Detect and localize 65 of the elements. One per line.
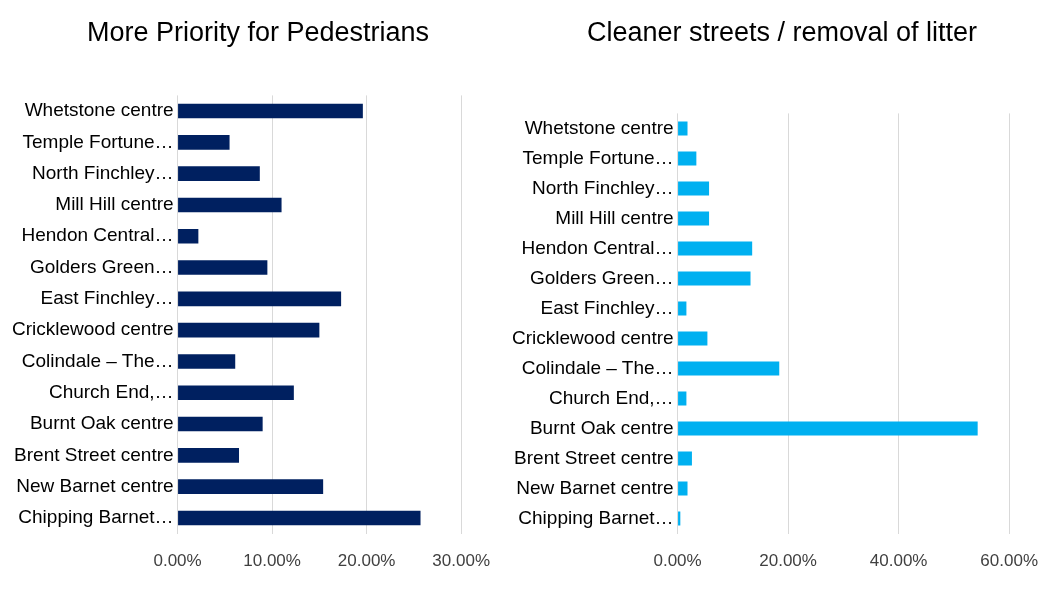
y-tick-label: Hendon Central… — [521, 236, 674, 258]
y-tick-label: Temple Fortune… — [22, 130, 174, 152]
bar — [178, 135, 230, 150]
y-tick-label: Golders Green… — [29, 255, 174, 277]
bar — [678, 481, 688, 496]
bar — [178, 166, 260, 181]
y-tick-label: Church End,… — [548, 386, 674, 408]
y-tick-label: Burnt Oak centre — [529, 416, 674, 438]
bar — [178, 385, 294, 401]
bar — [678, 451, 692, 466]
bar — [678, 331, 708, 346]
x-tick-label: 30.00% — [432, 551, 491, 571]
y-tick-label: Colindale – The… — [521, 356, 674, 378]
bar — [678, 211, 710, 226]
y-tick-label: North Finchley… — [532, 176, 674, 198]
bar — [678, 121, 688, 136]
bar — [178, 228, 199, 244]
y-tick-label: Mill Hill centre — [555, 206, 674, 228]
y-tick-label: New Barnet centre — [16, 474, 174, 496]
y-tick-label: Colindale – The… — [21, 349, 174, 371]
bar — [178, 197, 282, 213]
x-tick-label: 20.00% — [759, 551, 817, 571]
bar — [178, 103, 363, 119]
bar — [178, 354, 236, 369]
bar — [178, 260, 268, 275]
x-tick-label: 60.00% — [980, 551, 1039, 571]
chart-title: Cleaner streets / removal of litter — [585, 16, 979, 49]
x-tick-label: 0.00% — [653, 551, 702, 571]
bar — [178, 322, 320, 338]
bar — [678, 271, 751, 286]
bar — [178, 479, 324, 494]
y-tick-label: North Finchley… — [32, 161, 174, 183]
bar — [178, 416, 263, 432]
bar — [678, 181, 710, 196]
y-tick-label: Chipping Barnet… — [518, 506, 674, 528]
bar — [178, 448, 240, 463]
bar — [678, 151, 697, 166]
bar — [178, 291, 342, 307]
y-tick-label: East Finchley… — [40, 287, 174, 309]
bar — [178, 510, 421, 526]
y-tick-label: Brent Street centre — [514, 446, 674, 468]
bar — [678, 391, 687, 406]
x-tick-label: 10.00% — [243, 551, 301, 571]
bar — [678, 421, 978, 436]
y-tick-label: New Barnet centre — [516, 476, 674, 498]
y-tick-label: Whetstone centre — [524, 116, 674, 138]
y-tick-label: Whetstone centre — [24, 99, 174, 121]
y-tick-label: Brent Street centre — [14, 443, 174, 465]
y-tick-label: Cricklewood centre — [11, 318, 174, 340]
bar — [678, 241, 753, 256]
y-tick-label: Golders Green… — [529, 266, 674, 288]
bar — [678, 361, 780, 376]
y-tick-label: Temple Fortune… — [522, 146, 674, 168]
x-tick-label: 0.00% — [153, 551, 202, 571]
y-tick-label: Chipping Barnet… — [18, 506, 174, 528]
y-tick-label: Burnt Oak centre — [29, 412, 174, 434]
y-tick-label: Mill Hill centre — [55, 193, 174, 215]
chart-title: More Priority for Pedestrians — [85, 16, 431, 49]
y-tick-label: Hendon Central… — [21, 224, 174, 246]
y-tick-label: Church End,… — [48, 380, 174, 402]
y-tick-label: Cricklewood centre — [511, 326, 674, 348]
bar — [678, 301, 687, 316]
x-tick-label: 40.00% — [869, 551, 928, 571]
y-tick-label: East Finchley… — [540, 296, 674, 318]
x-tick-label: 20.00% — [337, 551, 396, 571]
